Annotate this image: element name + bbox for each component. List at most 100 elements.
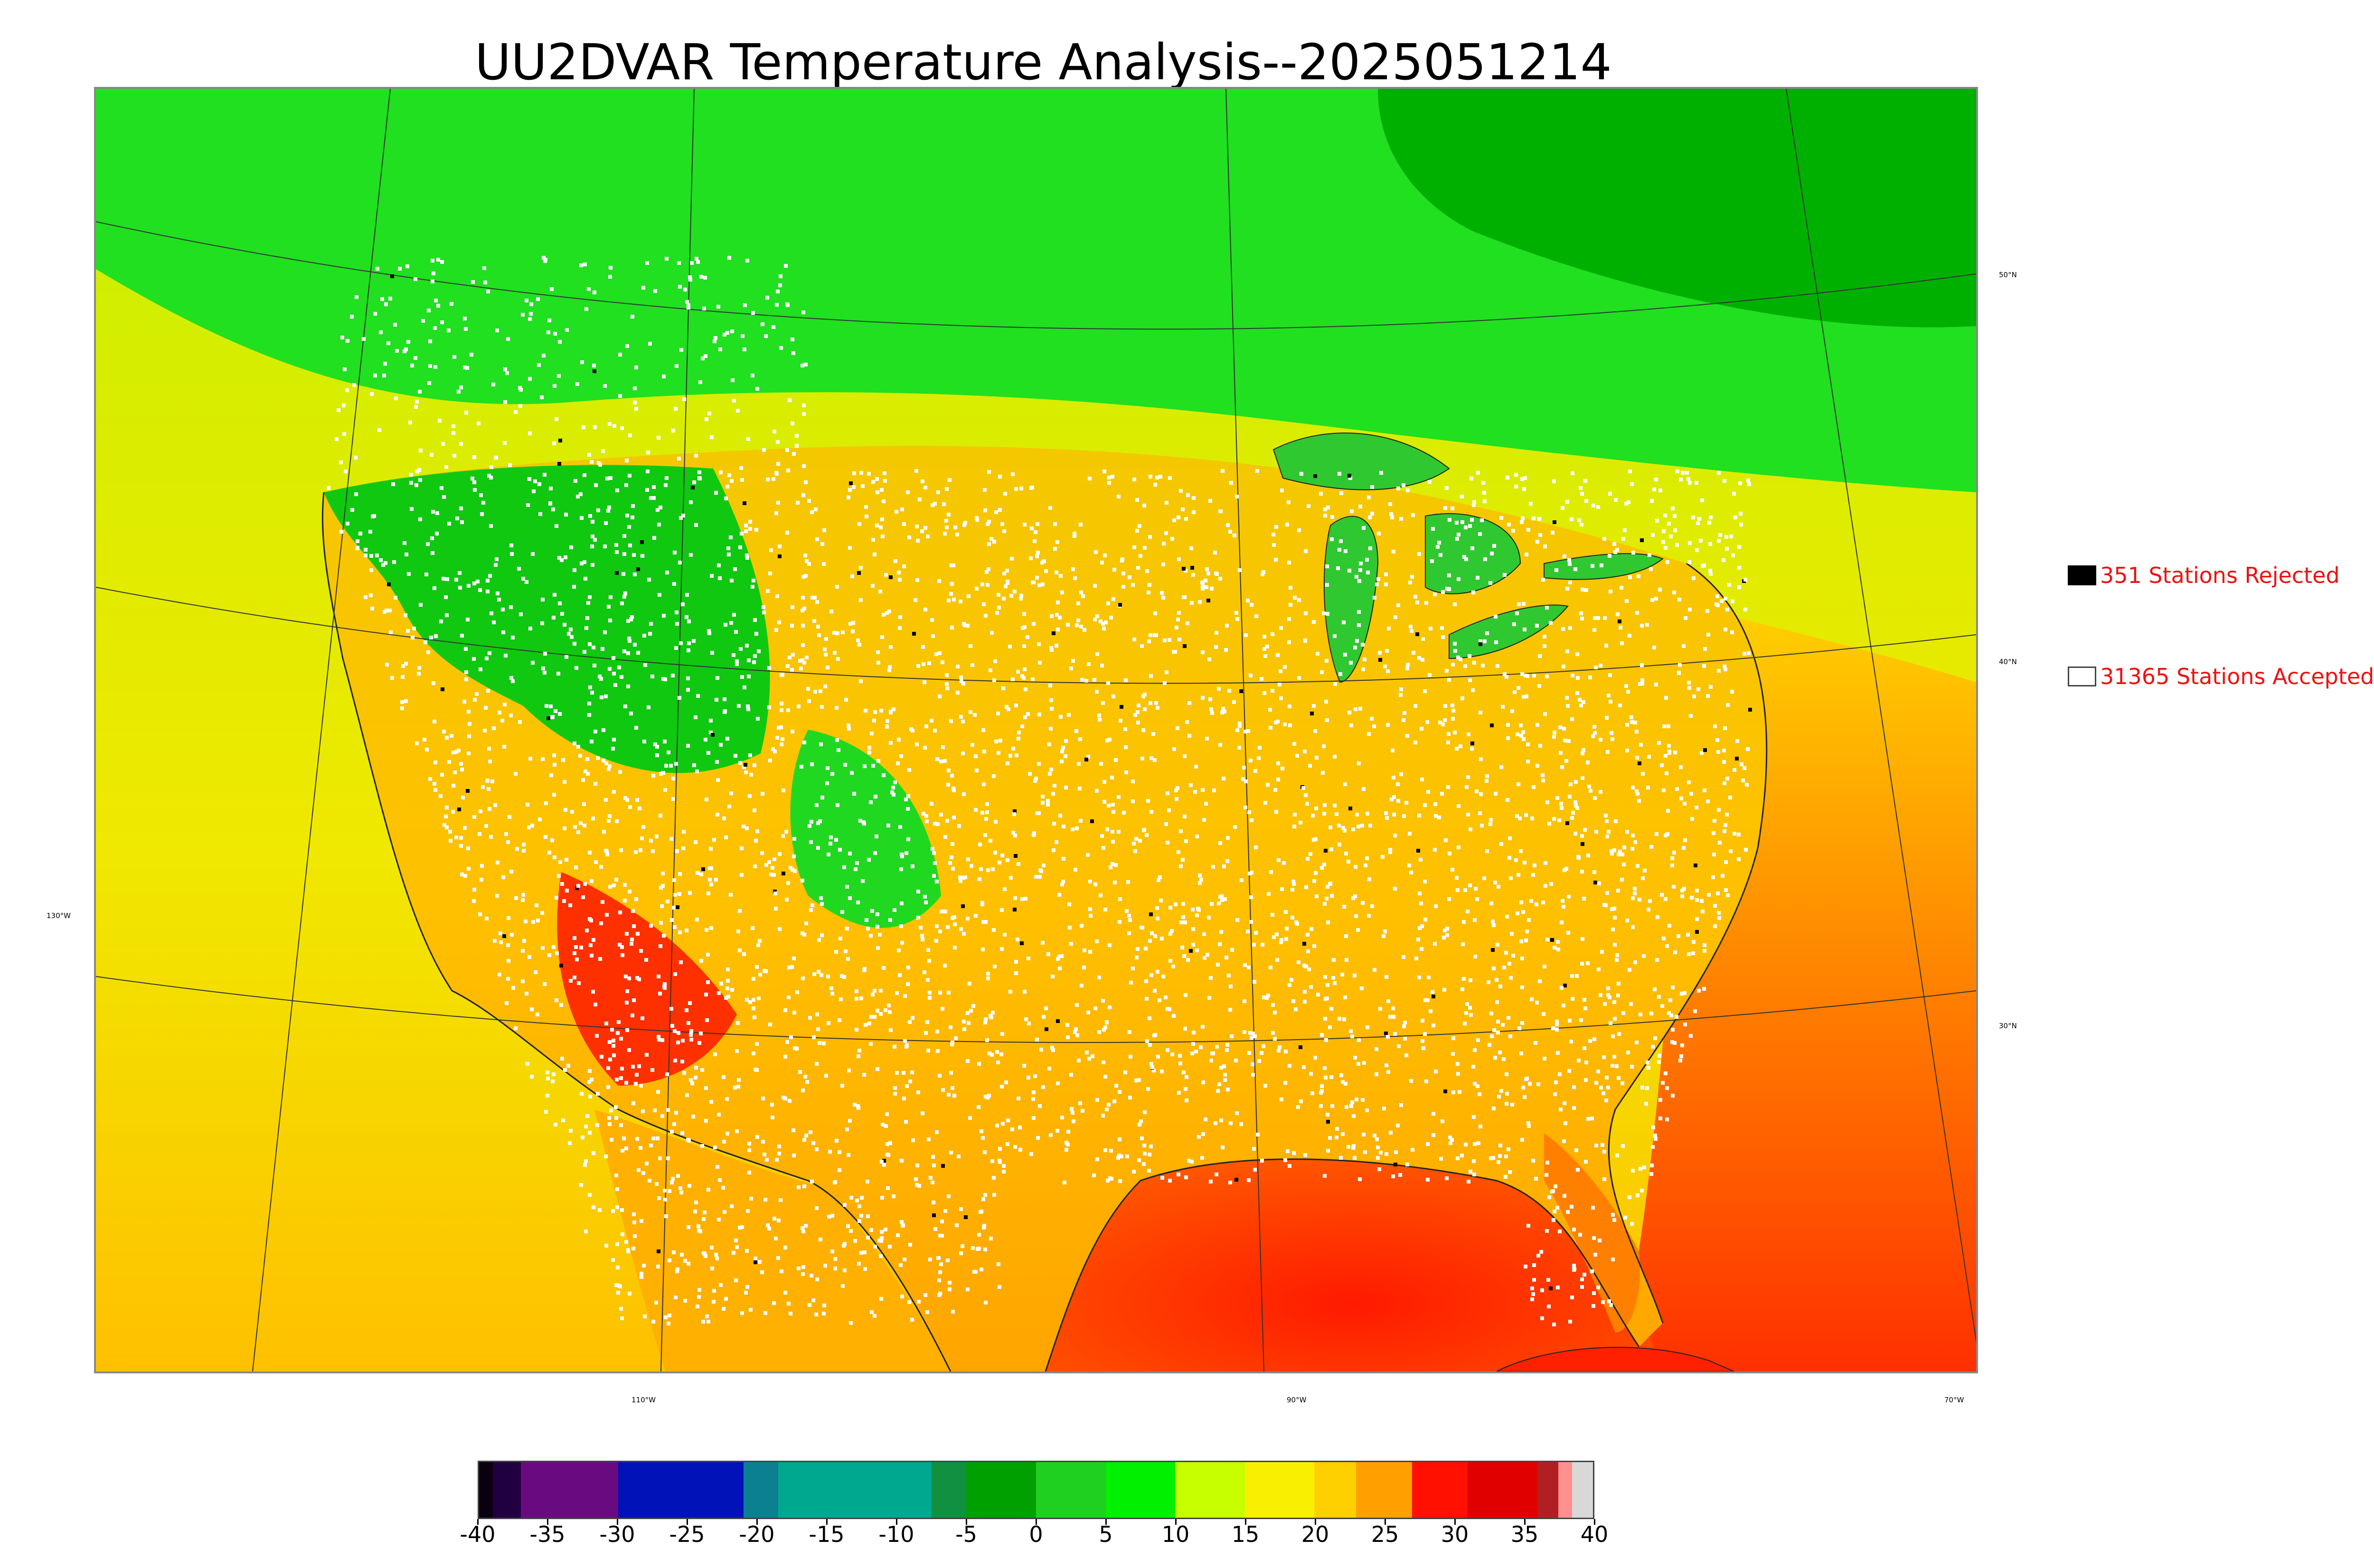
station-accepted [1658,1054,1661,1058]
station-accepted [1343,782,1347,786]
station-accepted [1266,783,1270,787]
station-accepted [1321,771,1325,775]
station-accepted [783,1291,787,1295]
station-accepted [1623,528,1627,532]
station-accepted [1329,1075,1333,1079]
station-accepted [1023,667,1027,671]
station-accepted [439,620,443,623]
station-accepted [1370,904,1374,908]
station-accepted [1132,638,1136,641]
station-accepted [1304,793,1308,797]
station-accepted [504,654,508,657]
station-accepted [1220,711,1224,714]
station-accepted [1333,981,1337,985]
station-accepted [1404,1053,1408,1057]
station-accepted [845,885,849,889]
station-accepted [1074,868,1077,872]
station-accepted [990,1053,994,1057]
station-accepted [1412,651,1415,655]
station-accepted [452,784,455,788]
station-accepted [1160,591,1164,595]
station-accepted [627,525,631,529]
station-accepted [557,374,561,378]
station-accepted [509,870,513,873]
station-accepted [1419,901,1423,905]
station-accepted [930,719,933,723]
station-accepted [638,807,641,810]
station-accepted [1303,990,1307,994]
station-accepted [1582,748,1585,752]
station-accepted [673,893,677,897]
station-accepted [479,667,482,671]
station-accepted [713,1052,717,1056]
station-accepted [1532,674,1536,677]
station-accepted [404,699,408,703]
station-accepted [1423,918,1427,921]
station-accepted [1066,623,1070,627]
station-rejected [1490,723,1494,727]
station-accepted [1042,559,1046,563]
station-accepted [721,1186,725,1190]
station-accepted [669,764,673,768]
station-accepted [1093,618,1097,621]
station-accepted [1238,724,1242,728]
station-accepted [699,873,703,876]
station-accepted [467,584,471,588]
station-accepted [583,650,586,654]
station-accepted [1019,487,1023,490]
station-accepted [1520,1021,1524,1025]
station-accepted [1257,1059,1261,1063]
station-accepted [1329,847,1333,851]
station-accepted [983,1150,987,1154]
station-accepted [599,865,603,869]
station-accepted [1271,1003,1275,1007]
station-accepted [590,954,594,958]
temperature-map[interactable] [94,87,1978,1373]
station-accepted [340,336,344,339]
station-accepted [1225,1043,1229,1047]
station-accepted [993,659,997,663]
station-accepted [1582,700,1585,704]
station-accepted [537,363,541,367]
station-accepted [552,945,556,949]
station-accepted [1724,860,1728,864]
station-accepted [1132,842,1136,845]
station-accepted [612,738,616,742]
station-accepted [766,1223,770,1227]
station-accepted [725,986,729,990]
station-accepted [1630,1065,1634,1069]
station-accepted [746,437,750,441]
station-accepted [743,303,747,307]
station-accepted [1502,966,1506,969]
station-accepted [847,723,850,727]
station-accepted [740,1311,744,1315]
station-accepted [1330,894,1334,898]
station-accepted [1469,1013,1473,1017]
station-accepted [1148,1043,1152,1047]
accepted-swatch [2068,667,2096,686]
station-accepted [686,688,690,692]
station-accepted [531,920,535,924]
station-accepted [1579,1018,1583,1022]
station-accepted [614,878,618,882]
station-accepted [1024,687,1027,691]
station-accepted [1473,918,1477,922]
station-accepted [931,634,935,638]
station-accepted [607,767,611,771]
station-accepted [590,545,594,548]
station-accepted [1556,948,1560,951]
station-accepted [714,491,718,495]
station-accepted [1099,893,1102,897]
station-accepted [907,1300,911,1304]
station-accepted [1497,1160,1500,1164]
station-accepted [1472,1173,1476,1176]
station-accepted [383,362,387,366]
station-accepted [443,823,446,827]
station-accepted [518,720,522,724]
station-accepted [945,526,949,529]
station-accepted [1540,1288,1544,1292]
station-accepted [1357,579,1361,583]
station-accepted [836,631,839,635]
station-accepted [987,567,990,571]
station-accepted [1000,522,1004,526]
